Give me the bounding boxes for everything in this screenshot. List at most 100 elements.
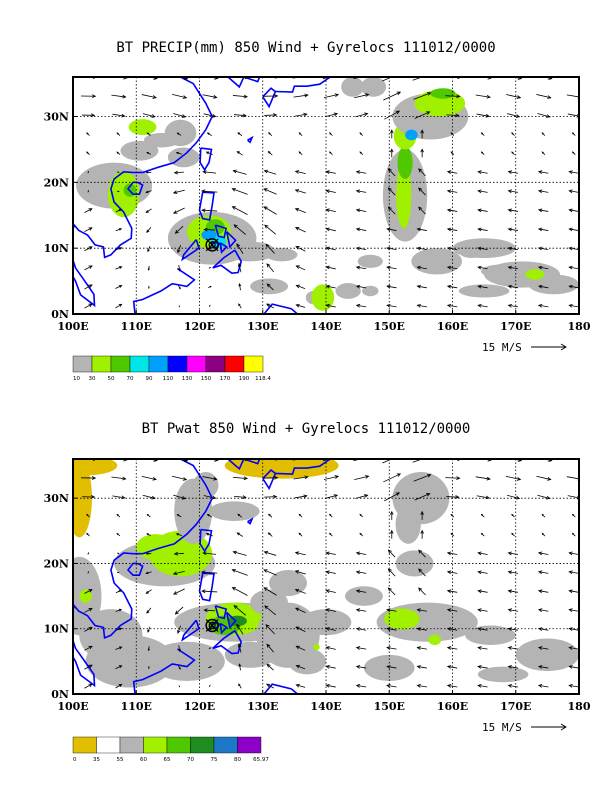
- wind-arrow: [239, 283, 241, 291]
- wind-arrow-head: [231, 587, 236, 591]
- wind-arrow-head: [298, 513, 301, 517]
- wind-arrow: [115, 589, 122, 594]
- wind-arrow: [418, 187, 426, 196]
- wind-arrow-head: [477, 684, 482, 688]
- wind-arrow: [203, 113, 216, 117]
- wind-arrow-head: [546, 495, 551, 500]
- wind-arrow: [447, 228, 458, 231]
- wind-arrow-head: [122, 476, 127, 481]
- wind-arrow-head: [416, 303, 421, 308]
- wind-arrow-head: [537, 170, 543, 175]
- wind-arrow: [447, 266, 458, 270]
- wind-arrow: [84, 208, 93, 214]
- wind-arrow-head: [477, 608, 482, 612]
- wind-arrow: [295, 246, 306, 252]
- wind-arrow: [417, 684, 427, 688]
- wind-arrow: [478, 266, 488, 270]
- wind-arrow: [447, 571, 458, 574]
- coastline: [181, 239, 200, 262]
- wind-arrow: [418, 168, 426, 177]
- wind-arrow: [295, 552, 306, 556]
- wind-arrow: [508, 571, 519, 574]
- wind-arrow-head: [418, 206, 423, 211]
- wind-arrow: [569, 266, 579, 270]
- wind-arrow-head: [333, 494, 339, 498]
- wind-arrow-head: [243, 94, 248, 99]
- wind-arrow: [478, 552, 488, 555]
- wind-arrow: [418, 568, 426, 577]
- wind-arrow-head: [176, 132, 180, 135]
- wind-arrow: [412, 459, 424, 463]
- wind-arrow-head: [118, 266, 123, 269]
- colorbar-swatch: [186, 355, 207, 373]
- wind-arrow: [84, 246, 93, 252]
- wind-arrow-head: [325, 665, 330, 669]
- wind-arrow: [447, 684, 458, 688]
- wind-arrow-head: [146, 513, 149, 517]
- wind-arrow-head: [176, 514, 180, 517]
- x-tick-label: 160E: [437, 700, 468, 713]
- colorbar-label: 110: [163, 376, 174, 382]
- wind-arrow: [538, 647, 549, 650]
- wind-arrow: [263, 188, 277, 195]
- wind-arrow-head: [571, 513, 575, 517]
- wind-arrow-head: [477, 551, 482, 556]
- y-tick-label: 30N: [44, 492, 69, 505]
- wind-arrow: [355, 113, 368, 118]
- wind-arrow: [177, 625, 182, 634]
- coastline: [275, 459, 332, 475]
- wind-arrow: [115, 684, 122, 689]
- wind-arrow-head: [117, 171, 119, 173]
- wind-arrow-head: [516, 95, 522, 99]
- colorbar-swatch: [110, 355, 131, 373]
- wind-arrow-head: [477, 589, 482, 594]
- wind-arrow: [569, 571, 579, 574]
- wind-arrow: [173, 113, 186, 118]
- wind-arrow-head: [298, 151, 301, 154]
- wind-arrow-head: [386, 284, 391, 289]
- wind-arrow-head: [88, 626, 93, 631]
- wind-arrow-head: [426, 493, 431, 497]
- wind-arrow: [569, 190, 579, 193]
- wind-arrow: [204, 609, 215, 612]
- wind-arrow-head: [416, 665, 421, 669]
- wind-arrow-head: [446, 589, 452, 594]
- wind-arrow-head: [177, 629, 181, 634]
- wind-arrow-head: [568, 570, 573, 575]
- wind-arrow: [206, 151, 213, 156]
- wind-arrow-head: [537, 684, 543, 688]
- wind-arrow: [233, 114, 246, 117]
- wind-arrow: [141, 94, 157, 99]
- wind-arrow-head: [145, 210, 149, 213]
- wind-arrow-head: [355, 265, 361, 270]
- wind-arrow-head: [387, 187, 392, 192]
- wind-arrow-head: [446, 551, 452, 556]
- wind-arrow: [418, 206, 426, 215]
- wind-arrow: [326, 285, 336, 289]
- shaded-region: [344, 586, 383, 606]
- wind-arrow-head: [507, 665, 512, 669]
- wind-arrow-head: [294, 588, 300, 593]
- wind-arrow: [445, 477, 460, 479]
- wind-arrow: [174, 552, 184, 555]
- wind-arrow: [508, 171, 519, 174]
- shaded-region: [79, 589, 92, 603]
- wind-arrow: [146, 208, 152, 213]
- wind-arrow: [538, 171, 549, 174]
- wind-arrow: [236, 624, 244, 635]
- wind-arrow-head: [537, 284, 543, 289]
- wind-arrow-head: [118, 665, 123, 669]
- wind-arrow-head: [295, 683, 300, 688]
- wind-arrow: [569, 285, 579, 289]
- colorbar-label: 150: [201, 376, 212, 382]
- wind-arrow-head: [416, 608, 421, 612]
- wind-arrow-head: [329, 132, 332, 135]
- wind-arrow-head: [507, 189, 512, 194]
- wind-arrow-head: [395, 492, 401, 496]
- wind-arrow-head: [181, 114, 187, 118]
- wind-arrow-head: [364, 112, 369, 117]
- shaded-region: [515, 638, 579, 672]
- wind-arrow: [353, 459, 364, 462]
- wind-arrow-head: [359, 532, 362, 535]
- wind-arrow: [232, 569, 248, 576]
